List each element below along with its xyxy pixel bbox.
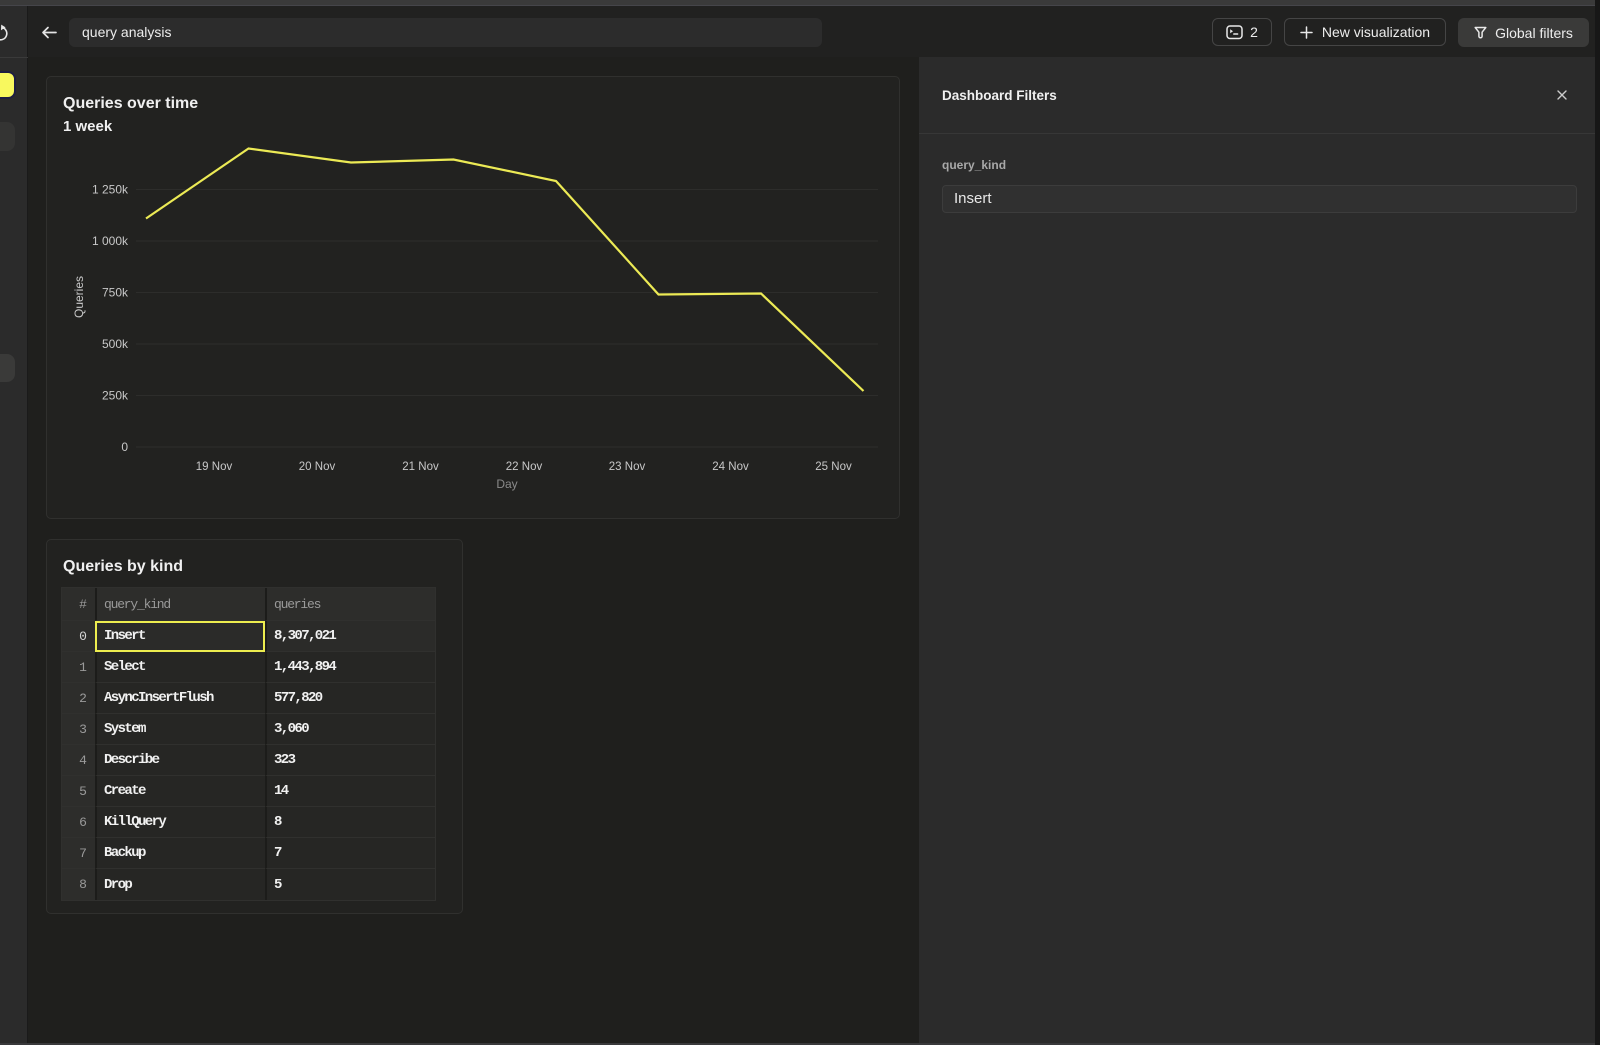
svg-text:0: 0 [121,440,128,454]
svg-text:1 000k: 1 000k [92,234,129,248]
svg-text:19 Nov: 19 Nov [196,461,233,473]
svg-text:23 Nov: 23 Nov [609,461,646,473]
svg-text:24 Nov: 24 Nov [712,461,749,473]
svg-text:Day: Day [496,477,517,491]
svg-text:25 Nov: 25 Nov [815,461,852,473]
svg-text:Queries: Queries [72,276,86,318]
svg-text:21 Nov: 21 Nov [402,461,439,473]
svg-text:1 250k: 1 250k [92,183,129,197]
svg-text:20 Nov: 20 Nov [299,461,336,473]
svg-text:750k: 750k [102,286,129,300]
svg-text:500k: 500k [102,337,129,351]
svg-text:22 Nov: 22 Nov [506,461,543,473]
svg-text:250k: 250k [102,389,129,403]
